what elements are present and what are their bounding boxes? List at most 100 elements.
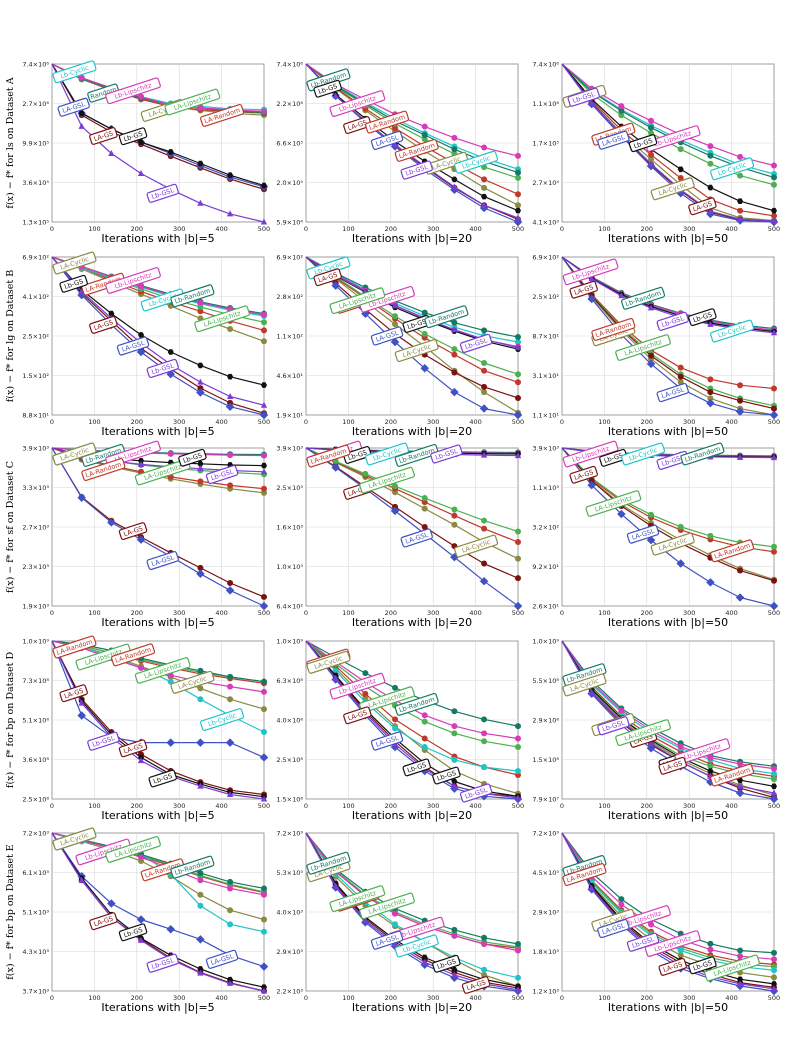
- x-tick-label: 0: [560, 609, 564, 617]
- x-tick-label: 0: [304, 609, 308, 617]
- y-tick-label: 4.0×10³: [276, 908, 303, 916]
- y-tick-label: 4.1×10³: [532, 218, 559, 226]
- data-point: [451, 346, 458, 353]
- x-axis-label: Iterations with |b|=50: [608, 1001, 728, 1014]
- data-point: [226, 979, 234, 986]
- y-tick-label: 2.9×10³: [532, 908, 559, 916]
- data-point: [736, 980, 744, 987]
- x-tick-label: 200: [641, 802, 653, 810]
- data-point: [481, 389, 488, 396]
- line-label: Lb-GS: [118, 127, 148, 146]
- data-point: [138, 457, 145, 464]
- data-point: [514, 794, 522, 801]
- data-point: [479, 576, 489, 586]
- series-Lb-GS: [561, 63, 777, 214]
- y-tick-label: 7.4×10⁶: [276, 60, 303, 68]
- series-line: [305, 640, 519, 772]
- data-point: [514, 986, 522, 993]
- data-point: [197, 966, 204, 972]
- data-point: [421, 718, 428, 725]
- line-label-box: [178, 448, 207, 467]
- x-axis-label: Iterations with |b|=20: [352, 425, 472, 438]
- series-line: [51, 63, 265, 187]
- data-point: [515, 174, 521, 181]
- data-point: [647, 304, 655, 311]
- x-tick-label: 400: [469, 418, 481, 426]
- data-point: [421, 136, 428, 143]
- x-tick-label: 100: [342, 994, 354, 1002]
- data-point: [227, 452, 234, 459]
- data-point: [707, 389, 714, 396]
- series-line: [51, 640, 265, 758]
- x-tick-label: 0: [50, 418, 54, 426]
- data-point: [515, 207, 521, 214]
- y-tick-label: 1.0×10⁹: [532, 637, 559, 645]
- data-point: [515, 202, 521, 209]
- data-point: [421, 954, 428, 961]
- line-label-box: [306, 851, 351, 875]
- data-point: [261, 311, 267, 318]
- x-tick-label: 400: [725, 609, 737, 617]
- x-tick-label: 200: [385, 609, 397, 617]
- line-label-box: [430, 444, 463, 464]
- data-point: [421, 123, 428, 130]
- data-point: [737, 760, 744, 767]
- line-label-box: [569, 280, 598, 299]
- series-line: [51, 63, 265, 190]
- y-tick-label: 6.4×10²: [276, 602, 303, 610]
- line-label-box: [567, 87, 600, 107]
- y-tick-label: 2.7×10⁴: [532, 179, 559, 187]
- x-tick-label: 400: [469, 225, 481, 233]
- y-tick-label: 5.5×10⁸: [532, 677, 559, 685]
- data-point: [770, 329, 778, 336]
- line-label-box: [710, 319, 755, 343]
- line-label: LA-GS: [313, 268, 342, 287]
- series-line: [561, 832, 775, 985]
- line-label: Lb-GS: [688, 308, 717, 327]
- line-labels: Lb-RandomLb-LipschitzLA-GSLLA-RandomLA-C…: [306, 68, 499, 180]
- y-tick-label: 2.3×10³: [22, 563, 49, 571]
- data-point: [421, 495, 428, 502]
- data-point: [261, 916, 267, 923]
- line-label-box: [57, 97, 90, 117]
- data-point: [227, 907, 234, 914]
- data-point: [197, 105, 204, 112]
- line-label-box: [569, 465, 598, 484]
- x-tick-label: 300: [427, 418, 439, 426]
- series-line: [51, 63, 265, 223]
- data-point: [771, 949, 777, 956]
- y-tick-label: 6.1×10³: [22, 869, 49, 877]
- y-axis-label: f(x) − f* for bp on Dataset E: [5, 844, 16, 980]
- y-tick-label: 1.0×10³: [276, 563, 303, 571]
- data-point: [771, 385, 777, 392]
- data-point: [677, 175, 684, 182]
- x-tick-label: 0: [560, 418, 564, 426]
- line-label-box: [680, 442, 725, 466]
- series-line: [305, 640, 519, 748]
- y-tick-label: 1.1×10⁶: [532, 100, 559, 108]
- data-point: [261, 489, 267, 496]
- series-Lb-GSL: [51, 63, 268, 225]
- line-label-box: [704, 954, 760, 982]
- series-line: [561, 63, 775, 217]
- series-line: [51, 640, 265, 800]
- data-point: [167, 349, 174, 355]
- data-point: [514, 214, 522, 221]
- y-tick-label: 8.7×10¹: [532, 332, 559, 340]
- x-axis-label: Iterations with |b|=50: [608, 425, 728, 438]
- series-line: [51, 447, 265, 607]
- line-label-box: [89, 127, 118, 145]
- data-point: [736, 453, 744, 460]
- line-label-box: [52, 442, 97, 466]
- x-tick-label: 400: [215, 994, 227, 1002]
- line-label-box: [585, 490, 642, 517]
- data-point: [515, 333, 521, 340]
- line-label: LA-GS: [89, 315, 118, 334]
- line-label: LA-GS: [688, 197, 717, 216]
- x-tick-label: 0: [560, 225, 564, 233]
- data-point: [771, 212, 777, 219]
- x-tick-label: 0: [304, 225, 308, 233]
- data-point: [707, 763, 714, 770]
